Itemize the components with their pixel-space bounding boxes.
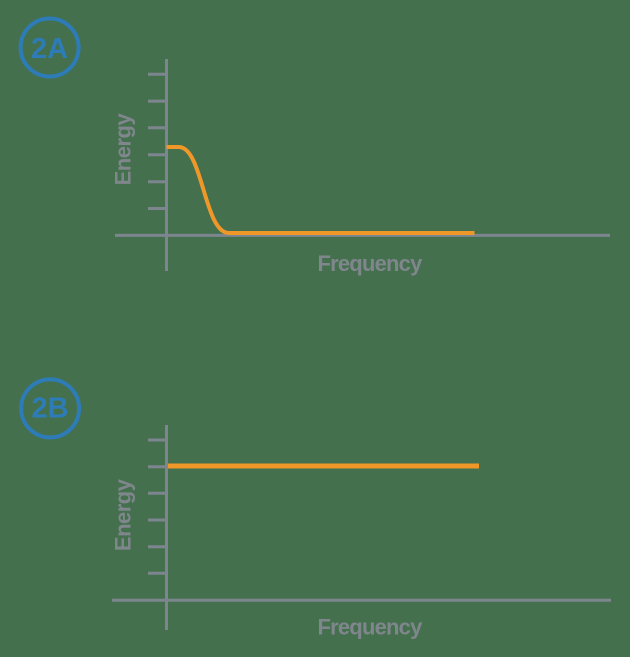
svg-text:2B: 2B (32, 393, 69, 425)
svg-text:2A: 2A (31, 33, 68, 65)
svg-text:Energy: Energy (111, 478, 136, 551)
svg-text:Frequency: Frequency (317, 251, 423, 276)
svg-text:Energy: Energy (111, 113, 136, 186)
svg-text:Frequency: Frequency (317, 615, 423, 640)
